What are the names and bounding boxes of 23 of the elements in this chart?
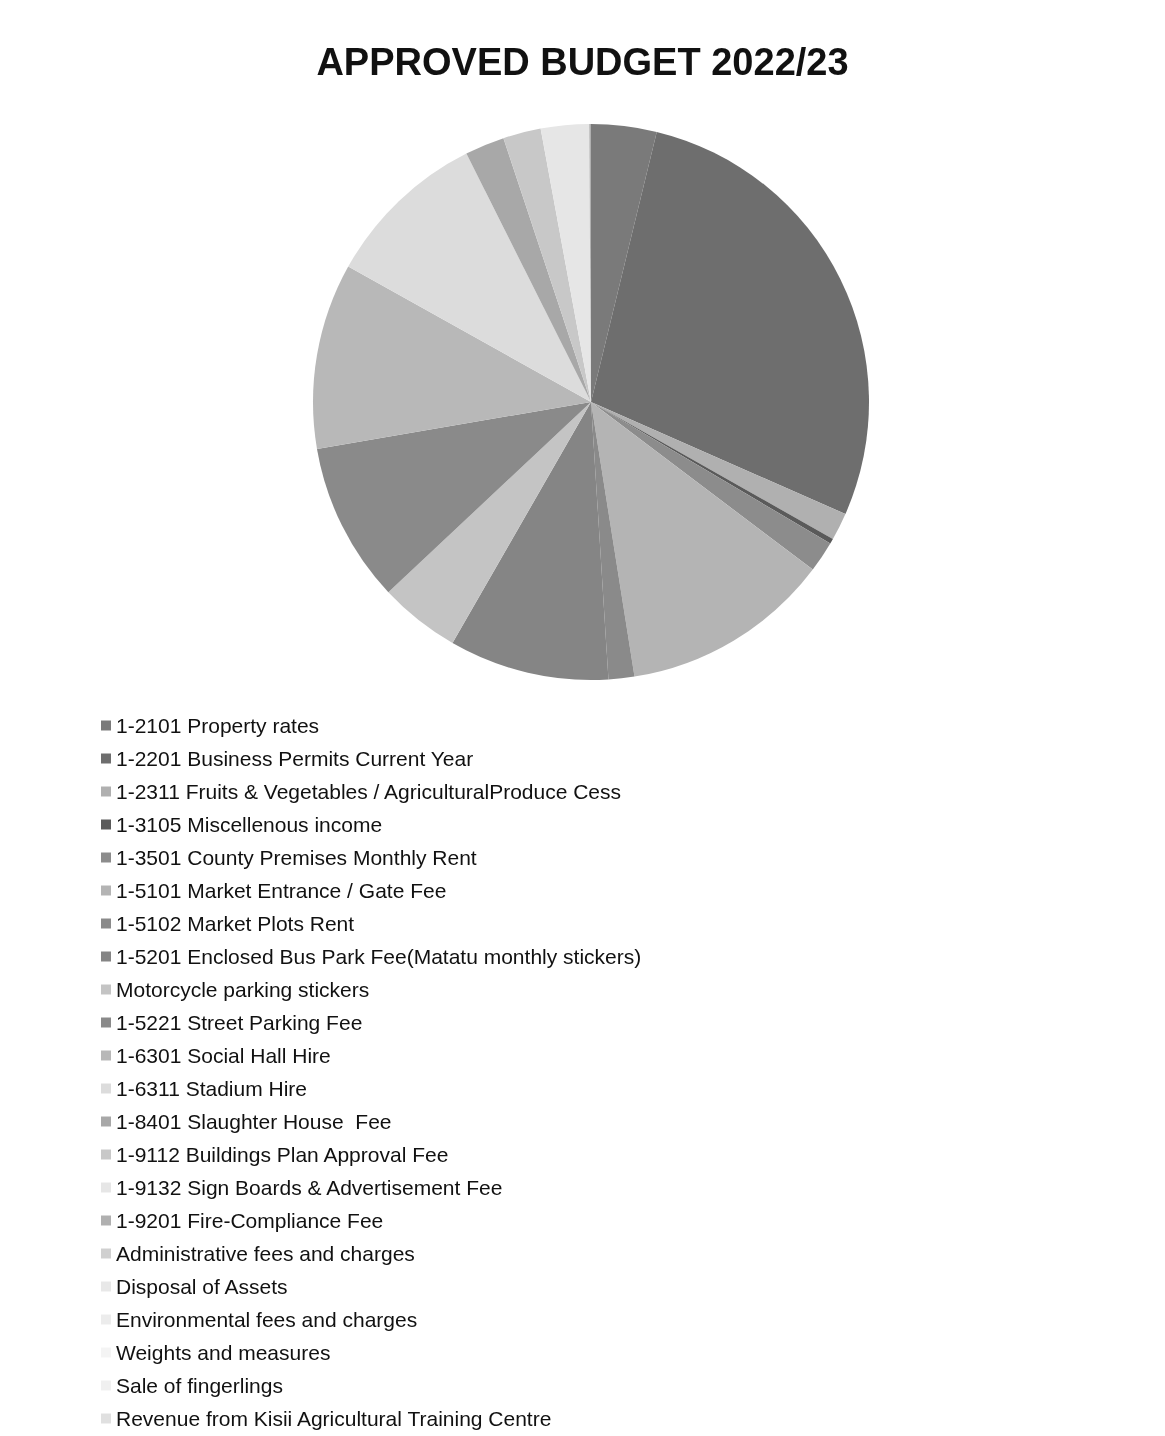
- legend-label: 1-2311 Fruits & Vegetables / AgriculturalProduce Cess: [116, 780, 622, 803]
- legend-label: 1-8401 Slaughter House Fee: [116, 1110, 392, 1133]
- legend-label: 1-5201 Enclosed Bus Park Fee(Matatu monthly stickers): [116, 945, 642, 968]
- legend-label: Revenue from Kisii Agricultural Training Centre: [116, 1407, 552, 1430]
- legend-label: 1-2101 Property rates: [116, 714, 320, 737]
- legend-label: 1-6301 Social Hall Hire: [116, 1044, 331, 1067]
- legend-label: 1-9112 Buildings Plan Approval Fee: [116, 1143, 449, 1166]
- legend-label: 1-6311 Stadium Hire: [116, 1077, 308, 1100]
- legend-label: Administrative fees and charges: [116, 1242, 415, 1265]
- legend-label: 1-3501 County Premises Monthly Rent: [116, 846, 477, 869]
- legend-label: 1-9132 Sign Boards & Advertisement Fee: [116, 1176, 503, 1199]
- chart-title: APPROVED BUDGET 2022/23: [316, 41, 849, 83]
- legend-label: Weights and measures: [116, 1341, 331, 1364]
- legend-label: Environmental fees and charges: [116, 1308, 418, 1331]
- legend-label: Motorcycle parking stickers: [116, 978, 370, 1001]
- legend-label: 1-2201 Business Permits Current Year: [116, 747, 474, 770]
- legend-label: 1-5221 Street Parking Fee: [116, 1011, 363, 1034]
- legend-label: 1-5102 Market Plots Rent: [116, 912, 355, 935]
- legend-label: Disposal of Assets: [116, 1275, 288, 1298]
- legend-label: 1-5101 Market Entrance / Gate Fee: [116, 879, 447, 902]
- legend-label: 1-9201 Fire-Compliance Fee: [116, 1209, 384, 1232]
- legend-label: Sale of fingerlings: [116, 1374, 283, 1397]
- legend-label: 1-3105 Miscellenous income: [116, 813, 383, 836]
